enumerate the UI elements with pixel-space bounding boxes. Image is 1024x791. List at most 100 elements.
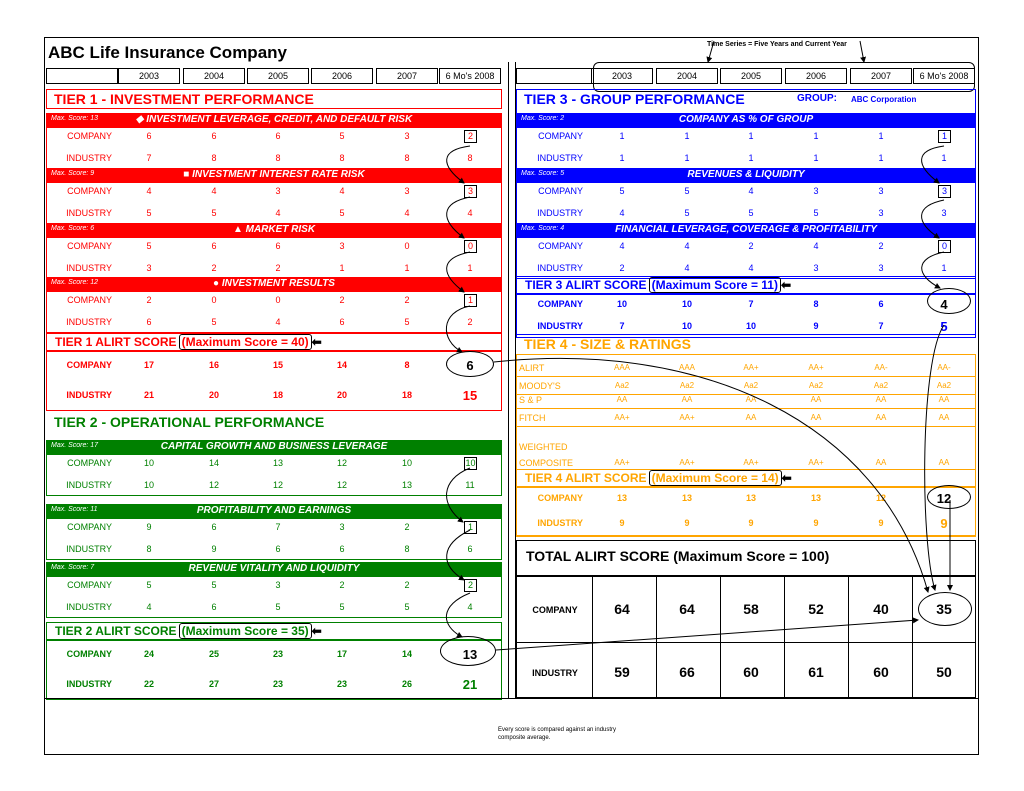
report-sheet <box>44 37 979 755</box>
company-score-value: 15 <box>272 360 283 370</box>
total-industry-value: 50 <box>936 664 952 680</box>
industry-label: INDUSTRY <box>66 544 112 554</box>
total-company-value: 52 <box>808 601 824 617</box>
industry-score-value: 23 <box>272 679 283 689</box>
industry-score-value: 18 <box>401 390 412 400</box>
company-value: 14 <box>208 458 219 468</box>
industry-value: 6 <box>146 317 152 327</box>
composite-label: COMPOSITE <box>519 458 574 468</box>
industry-value: 8 <box>339 153 345 163</box>
company-label: COMPANY <box>67 186 112 196</box>
footnote: Every score is compared against an indus… <box>498 727 617 741</box>
rating-value: Aa2 <box>808 381 824 390</box>
industry-label: INDUSTRY <box>66 263 112 273</box>
tier4-score-header: TIER 4 ALIRT SCORE (Maximum Score = 14) ⬅ <box>516 469 976 487</box>
company-score-value: 8 <box>813 299 819 309</box>
current-value-box: 2 <box>464 579 477 592</box>
max-score-label: Max. Score: 12 <box>51 279 99 286</box>
left-arrow-icon: ⬅ <box>311 335 322 349</box>
industry-label: INDUSTRY <box>537 153 583 163</box>
rating-value: AA <box>875 413 887 422</box>
company-score-value: 8 <box>404 360 410 370</box>
industry-value: 5 <box>339 602 345 612</box>
company-value: 2 <box>404 522 410 532</box>
rating-value: AA <box>875 395 887 404</box>
rating-value: Aa2 <box>873 381 889 390</box>
company-score-value: 13 <box>745 493 756 503</box>
rating-value: AA <box>681 395 693 404</box>
total-company-value: 40 <box>873 601 889 617</box>
industry-value: 1 <box>813 153 819 163</box>
company-value: 1 <box>619 131 625 141</box>
section-title: ▲ MARKET RISK <box>232 224 316 235</box>
industry-value: 5 <box>813 208 819 218</box>
total-company-value: 64 <box>614 601 630 617</box>
year-header-blank <box>46 68 118 84</box>
rating-divider <box>516 408 976 409</box>
industry-value: 8 <box>467 153 473 163</box>
industry-score-value: 9 <box>813 518 819 528</box>
industry-score-value: 9 <box>748 518 754 528</box>
industry-value: 4 <box>275 208 281 218</box>
company-value: 4 <box>211 186 217 196</box>
year-header-1: 2004 <box>656 68 718 84</box>
current-value-box: 10 <box>464 457 477 470</box>
weighted-value: AA <box>875 458 887 467</box>
score-label: TIER 1 ALIRT SCORE <box>55 335 177 349</box>
current-value-box: 1 <box>464 294 477 307</box>
company-value: 5 <box>339 131 345 141</box>
company-value: 1 <box>878 131 884 141</box>
industry-value: 2 <box>619 263 625 273</box>
section-bar-2: Max. Score: 7 REVENUE VITALITY AND LIQUID… <box>46 562 502 576</box>
section-bar-1: Max. Score: 9 ■ INVESTMENT INTEREST RATE … <box>46 168 502 182</box>
industry-value: 5 <box>404 602 410 612</box>
max-score-label: Max. Score: 11 <box>51 506 98 513</box>
company-score-label: COMPANY <box>537 299 583 309</box>
company-value: 3 <box>339 241 345 251</box>
industry-value: 4 <box>467 602 473 612</box>
company-value: 2 <box>146 295 152 305</box>
industry-value: 8 <box>275 153 281 163</box>
total-col-divider <box>656 576 657 698</box>
company-score-value: 6 <box>878 299 884 309</box>
score-label: TIER 3 ALIRT SCORE <box>525 278 647 292</box>
company-value: 9 <box>146 522 152 532</box>
left-arrow-icon: ⬅ <box>781 471 792 485</box>
industry-value: 1 <box>941 153 947 163</box>
tier1-score-header: TIER 1 ALIRT SCORE (Maximum Score = 40) ⬅ <box>46 333 502 351</box>
company-value: 5 <box>684 186 690 196</box>
total-row-divider <box>516 642 976 643</box>
year-header-2: 2005 <box>247 68 309 84</box>
company-value: 3 <box>339 522 345 532</box>
year-header-blank <box>516 68 594 84</box>
max-score-label: Max. Score: 4 <box>521 225 565 232</box>
industry-value: 12 <box>336 480 347 490</box>
rating-value: Aa2 <box>614 381 630 390</box>
industry-score-label: INDUSTRY <box>66 679 112 689</box>
company-value: 4 <box>339 186 345 196</box>
rating-value: AA+ <box>679 413 695 422</box>
industry-value: 3 <box>813 263 819 273</box>
weighted-value: AA+ <box>679 458 695 467</box>
company-value: 4 <box>684 241 690 251</box>
industry-score-value: 26 <box>401 679 412 689</box>
industry-value: 3 <box>878 208 884 218</box>
max-score-label: Max. Score: 7 <box>51 564 95 571</box>
rating-value: AAA <box>613 363 630 372</box>
rating-value: AA <box>745 413 757 422</box>
total-col-divider <box>784 576 785 698</box>
weighted-label: WEIGHTED <box>519 442 568 452</box>
year-header-5: 6 Mo's 2008 <box>439 68 501 84</box>
industry-value: 1 <box>878 153 884 163</box>
company-score-value: 23 <box>272 649 283 659</box>
max-score-label: Max. Score: 13 <box>51 115 99 122</box>
max-score-pill: (Maximum Score = 11) <box>648 277 781 293</box>
company-value: 4 <box>619 241 625 251</box>
total-industry-value: 59 <box>614 664 630 680</box>
industry-value: 4 <box>404 208 410 218</box>
industry-score-value: 10 <box>681 321 692 331</box>
industry-score-value: 21 <box>143 390 154 400</box>
company-value: 1 <box>813 131 819 141</box>
section-bar-1: Max. Score: 5 REVENUES & LIQUIDITY <box>516 168 976 182</box>
total-col-divider <box>592 576 593 698</box>
